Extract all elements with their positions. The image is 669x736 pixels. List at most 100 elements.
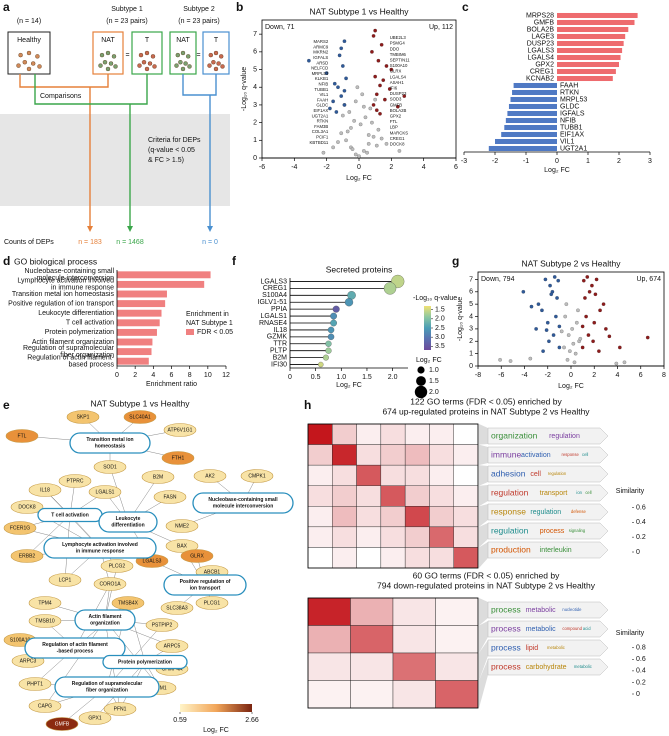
point — [336, 140, 340, 144]
y-tick-label: 4 — [253, 84, 257, 91]
dot — [327, 326, 335, 334]
size-legend-label: 1.5 — [429, 378, 439, 385]
y-tick-label: 1 — [469, 350, 473, 357]
bar — [117, 357, 149, 365]
icon-dot — [137, 63, 142, 68]
x-tick-label: 4 — [422, 164, 426, 171]
heatmap-cell — [350, 597, 394, 626]
gene-node — [155, 639, 189, 653]
point-label: MKRN2 — [313, 50, 329, 55]
colorbar-tick-label: 0.6 — [636, 656, 646, 663]
category-label: LGALS3 — [261, 278, 288, 285]
gene-label: ERBB2 — [19, 553, 36, 559]
point-label: PSMG4 — [390, 41, 406, 46]
panel-label: b — [236, 0, 243, 14]
category-label: EIF1AX — [560, 131, 584, 138]
point — [368, 106, 373, 111]
point — [557, 324, 562, 329]
relation: = — [125, 52, 129, 59]
heatmap-cell — [307, 506, 333, 528]
gene-node — [45, 717, 79, 731]
colorbar — [624, 642, 632, 694]
gene-label: PTPRC — [67, 478, 84, 484]
point — [353, 99, 358, 104]
bar — [117, 328, 157, 336]
heatmap-title: 122 GO terms (FDR < 0.05) enriched by — [410, 396, 562, 406]
gene-label: TPM4 — [38, 600, 52, 606]
point-label: MARS2 — [313, 39, 328, 44]
heatmap-cell — [332, 423, 357, 445]
colorbar-tick-label: 0 — [636, 691, 640, 698]
word: regulation — [491, 525, 529, 535]
word: process — [491, 623, 521, 633]
gene-label: LGALS3 — [143, 558, 162, 564]
point — [614, 361, 619, 366]
gene-node — [93, 460, 127, 474]
gene-label: CMPK1 — [248, 473, 265, 479]
point — [373, 97, 377, 102]
gene-node — [78, 711, 112, 725]
point-label: COL3A1 — [312, 129, 329, 134]
point — [339, 94, 344, 98]
heatmap-cell — [307, 547, 333, 569]
point — [597, 349, 601, 353]
point — [355, 85, 360, 90]
category-label: Lymphocyte activation involved — [17, 278, 114, 285]
heatmap-frame — [307, 597, 479, 709]
dot — [325, 347, 332, 354]
colorbar-title: Similarity — [616, 488, 645, 495]
bar — [557, 33, 626, 40]
point — [387, 87, 392, 91]
point-label: DDO — [390, 46, 400, 51]
category-label: LGALS1 — [261, 313, 288, 320]
point — [564, 302, 569, 306]
heatmap-cell — [404, 485, 430, 507]
gene-label: FASN — [163, 494, 176, 500]
point — [384, 142, 389, 146]
category-label: in immune response — [51, 285, 114, 292]
plot-frame — [261, 19, 457, 159]
connector — [479, 640, 488, 681]
x-tick-label: 6 — [454, 164, 458, 171]
word: metabolic — [547, 645, 565, 650]
category-label: molecule interconversion — [37, 275, 115, 282]
term-label: Actin filament — [88, 614, 121, 620]
point — [349, 126, 353, 130]
bar — [557, 68, 616, 75]
heatmap-cell — [380, 526, 406, 548]
y-tick-label: 4 — [469, 313, 473, 320]
icon-dot — [16, 63, 21, 68]
connector — [479, 504, 488, 527]
word: process — [540, 528, 565, 535]
gene-label: B2M — [153, 474, 163, 480]
point-label: PCIF1 — [316, 135, 329, 140]
category-label: IGLV1-51 — [258, 299, 288, 306]
x-tick-label: 0 — [569, 372, 573, 379]
word: organization — [491, 430, 538, 440]
point — [576, 308, 580, 313]
point-label: CREG1 — [390, 136, 405, 141]
x-tick-label: 2 — [617, 158, 621, 165]
point — [585, 275, 590, 279]
gene-label: CAPG — [38, 703, 52, 709]
icon-dot — [213, 50, 219, 56]
gene-node — [193, 469, 227, 483]
point — [580, 324, 585, 329]
category-label: IGFALS — [560, 110, 585, 117]
heatmap-cell — [356, 506, 382, 528]
point-label: UGT2A1 — [312, 113, 329, 118]
term-label: Lymphocyte activation involved — [62, 542, 138, 548]
y-axis-label: -Log₁₀ q-value — [241, 67, 248, 111]
x-tick-label: 4 — [616, 372, 620, 379]
comparison-line — [19, 74, 109, 88]
x-tick-label: 2 — [389, 164, 393, 171]
word: process — [491, 604, 521, 614]
colorbar-title: -Log₁₀ q-value — [413, 295, 457, 302]
y-tick-label: 0 — [253, 155, 257, 162]
point — [548, 283, 552, 288]
point — [370, 120, 374, 125]
gene-label: ARPC3 — [20, 658, 37, 664]
bar — [507, 110, 557, 117]
point-label: GLRX — [390, 69, 402, 74]
size-legend-title: Log₂ FC — [416, 357, 442, 364]
